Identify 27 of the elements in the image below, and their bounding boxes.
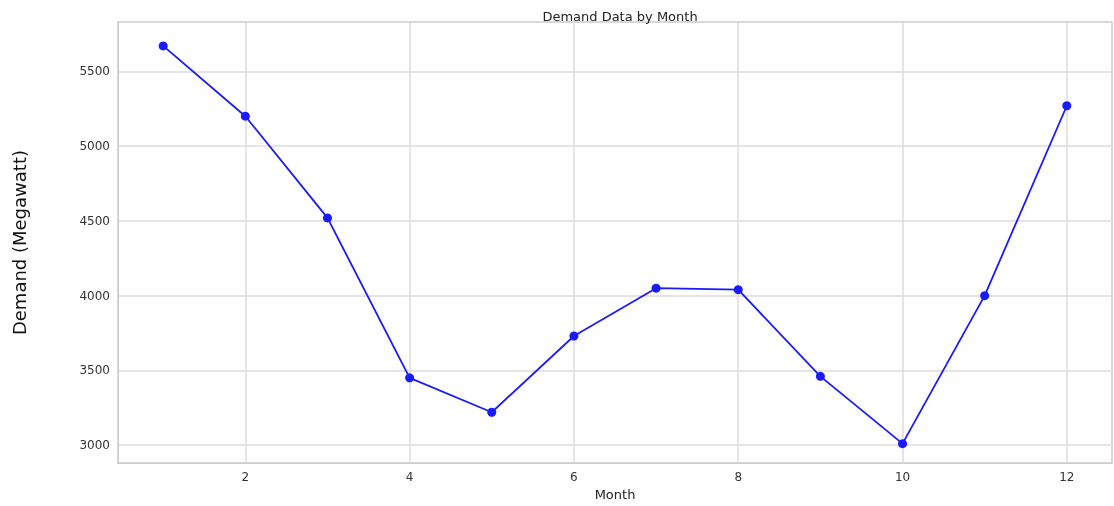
point	[322, 213, 332, 223]
x-tick-label: 8	[734, 470, 743, 485]
y-tick-label: 5500	[79, 64, 110, 79]
y-tick-label: 5000	[79, 139, 110, 154]
y-tick-label: 4500	[79, 213, 110, 228]
y-tick-label: 4000	[79, 288, 110, 303]
y-tick-label: 3000	[79, 438, 110, 453]
point	[733, 285, 743, 295]
x-tick-label: 10	[894, 470, 911, 485]
point	[898, 439, 908, 449]
x-axis-title: Month	[594, 487, 636, 502]
point	[980, 291, 990, 301]
point	[158, 41, 168, 51]
chart-title: Demand Data by Month	[542, 9, 698, 24]
point	[405, 373, 415, 383]
y-axis-title: Demand (Megawatt)	[8, 150, 30, 336]
point	[240, 111, 250, 121]
x-tick-label: 6	[570, 470, 578, 485]
point	[1062, 101, 1072, 111]
point	[569, 331, 579, 341]
x-tick-label: 2	[241, 470, 250, 485]
x-tick-label: 4	[405, 470, 414, 485]
point	[651, 283, 661, 293]
y-tick-label: 3500	[79, 363, 110, 378]
point	[487, 407, 497, 417]
x-tick-label: 12	[1059, 470, 1075, 485]
point	[815, 371, 825, 381]
